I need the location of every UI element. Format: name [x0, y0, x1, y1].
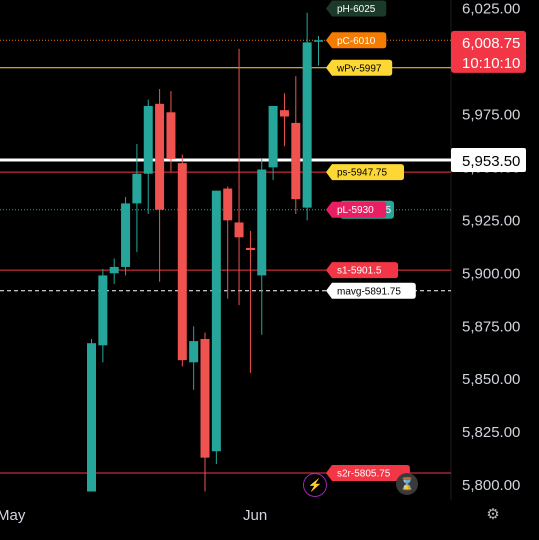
level-tag: pL-5930 — [326, 201, 387, 218]
candle-body — [98, 275, 108, 346]
level-tag: mavg-5891.75 — [326, 282, 416, 299]
level-tag-bg — [326, 59, 393, 76]
level-tag-bg — [326, 464, 410, 481]
candle-body — [314, 40, 323, 42]
crosshair-price-label: 5,953.50 — [462, 153, 520, 170]
candle-body — [211, 190, 221, 452]
level-tag: s2r-5805.75 — [326, 464, 410, 481]
price-tags: 6,008.75 10:10:10 5,953.50 — [451, 30, 526, 172]
level-tag-bg — [326, 32, 387, 49]
x-tick-label: May — [0, 507, 26, 524]
level-tag-label: ps-5947.75 — [337, 168, 387, 179]
candle-body — [268, 105, 278, 168]
candle-body — [155, 103, 165, 210]
y-tick-label: 5,900.00 — [462, 265, 520, 282]
level-tag: s1-5901.5 — [326, 262, 399, 279]
y-tick-label: 5,800.00 — [462, 477, 520, 494]
level-tag: ps-5947.75 — [326, 164, 404, 181]
crosshair-price-tag — [451, 147, 526, 172]
level-tag-bg — [326, 262, 399, 279]
candle-body — [121, 203, 131, 267]
level-tag: pC-6010 — [326, 32, 387, 49]
level-tag-label: mavg-5891.75 — [337, 286, 401, 297]
level-tag-bg — [326, 201, 387, 218]
candle-body — [279, 110, 289, 117]
x-axis: May Jun — [0, 507, 267, 524]
candles — [87, 12, 323, 492]
level-tag-label: wPv-5997 — [336, 63, 382, 74]
y-axis: 6,025.006,000.005,975.005,950.005,925.00… — [462, 0, 520, 494]
candle-body — [87, 343, 96, 492]
candle-body — [234, 222, 244, 238]
candle-body — [132, 173, 142, 204]
x-tick-label: Jun — [243, 507, 267, 524]
y-tick-label: 5,975.00 — [462, 106, 520, 123]
candle-body — [200, 338, 210, 458]
hourglass-icon[interactable]: ⌛ — [396, 473, 418, 495]
level-tag-label: pL-5930 — [337, 205, 374, 216]
level-tags: 75pH-6025pC-6010wPv-5997ps-5947.75pL-593… — [326, 0, 416, 481]
y-tick-label: 5,850.00 — [462, 371, 520, 388]
y-tick-label: 5,925.00 — [462, 212, 520, 229]
candle-body — [166, 112, 176, 159]
candle-body — [245, 247, 255, 250]
y-tick-label: 5,825.00 — [462, 424, 520, 441]
candle-body — [302, 42, 312, 208]
level-tag-label: s1-5901.5 — [337, 266, 382, 277]
level-tag: wPv-5997 — [326, 59, 393, 76]
candle-body — [177, 163, 187, 361]
last-price-tag — [451, 30, 526, 73]
candle-body — [291, 122, 301, 200]
candle-body — [189, 341, 199, 363]
level-tag: pH-6025 — [326, 0, 387, 17]
level-tag-label: s2r-5805.75 — [337, 468, 391, 479]
candle-body — [257, 169, 267, 276]
countdown-label: 10:10:10 — [462, 55, 520, 72]
level-tag-bg — [326, 164, 404, 181]
last-price-label: 6,008.75 — [462, 35, 520, 52]
y-tick-label: 5,875.00 — [462, 318, 520, 335]
candle-body — [223, 188, 233, 221]
level-tag-bg — [326, 282, 416, 299]
candle-body — [143, 105, 153, 174]
candle-body — [109, 266, 119, 274]
level-lines — [0, 39, 451, 474]
level-tag-label: pC-6010 — [337, 36, 376, 47]
lightning-icon[interactable]: ⚡ — [303, 473, 327, 497]
level-tag-bg — [326, 0, 387, 17]
level-tag-label: pH-6025 — [337, 4, 376, 15]
y-tick-label: 6,025.00 — [462, 0, 520, 17]
gear-icon[interactable]: ⚙ — [486, 506, 500, 523]
